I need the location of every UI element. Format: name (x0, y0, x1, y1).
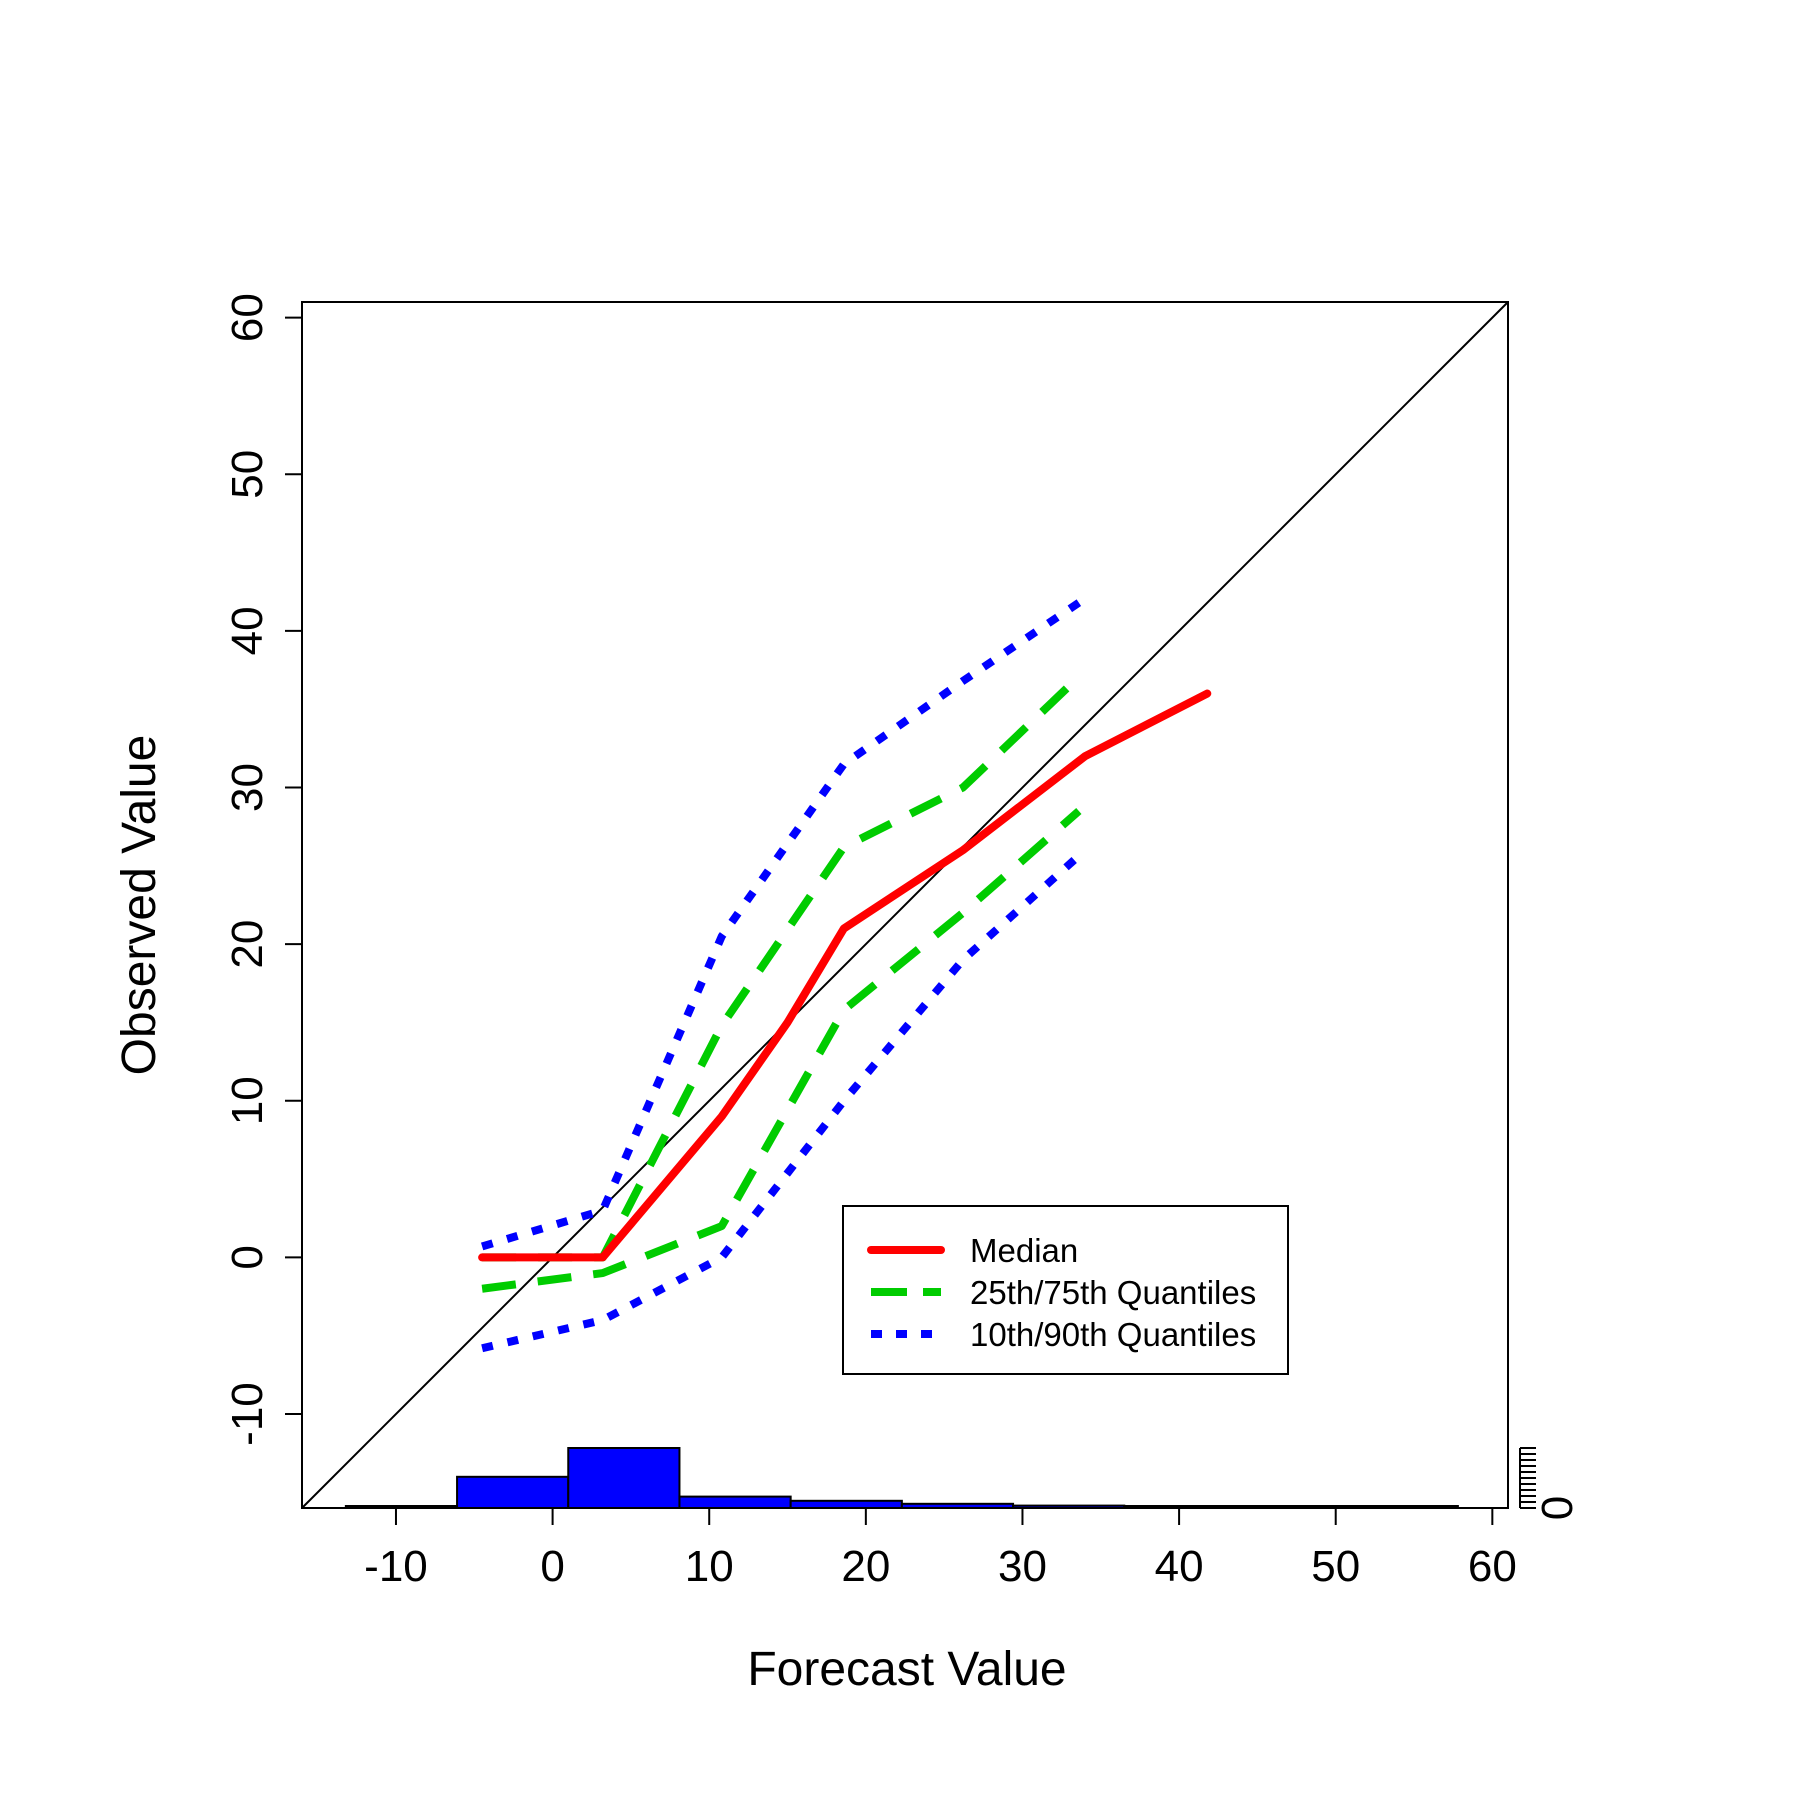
x-tick-label: 40 (1155, 1542, 1204, 1591)
identity-line (301, 301, 1509, 1509)
y-tick-label: 20 (223, 920, 272, 969)
legend-label: Median (970, 1232, 1078, 1269)
plot-frame (301, 301, 1509, 1509)
x-tick-label: 10 (685, 1542, 734, 1591)
y-tick-label: 10 (223, 1076, 272, 1125)
legend-label: 25th/75th Quantiles (970, 1274, 1256, 1311)
histogram-bar (567, 1447, 681, 1509)
y-tick-label: 0 (223, 1245, 272, 1269)
series-line-10th-90th-quantiles-upper (480, 599, 1082, 1251)
histogram-bar (456, 1475, 570, 1510)
series-line-25th-75th-quantiles-upper (482, 682, 1073, 1262)
legend: Median 25th/75th Quantiles 10th/90th Quant… (842, 1205, 1289, 1375)
histogram-axis-label: 0 (1533, 1496, 1582, 1520)
series-line-25th-75th-quantiles-lower (481, 808, 1082, 1293)
legend-box (842, 1205, 1289, 1375)
x-tick-label: 50 (1311, 1542, 1360, 1591)
y-tick-label: 60 (223, 293, 272, 342)
axes: -10 0 10 20 30 40 50 60 -10 0 10 20 30 40 50 60 0 (223, 293, 1582, 1591)
y-tick-label: 30 (223, 763, 272, 812)
x-tick-label: 0 (540, 1542, 564, 1591)
x-axis-title: Forecast Value (747, 1643, 1066, 1696)
histogram-bar (678, 1495, 792, 1509)
x-tick-label: 20 (841, 1542, 890, 1591)
series-line-median (478, 689, 1212, 1262)
y-tick-label: 40 (223, 606, 272, 655)
x-tick-label: 60 (1468, 1542, 1517, 1591)
histogram-bar (789, 1499, 903, 1510)
x-tick-label: 30 (998, 1542, 1047, 1591)
y-tick-label: -10 (223, 1382, 272, 1446)
plot-marks (301, 301, 1509, 1510)
y-axis-title: Observed Value (113, 735, 166, 1076)
x-tick-label: -10 (364, 1542, 428, 1591)
legend-label: 10th/90th Quantiles (970, 1316, 1256, 1353)
y-tick-label: 50 (223, 450, 272, 499)
